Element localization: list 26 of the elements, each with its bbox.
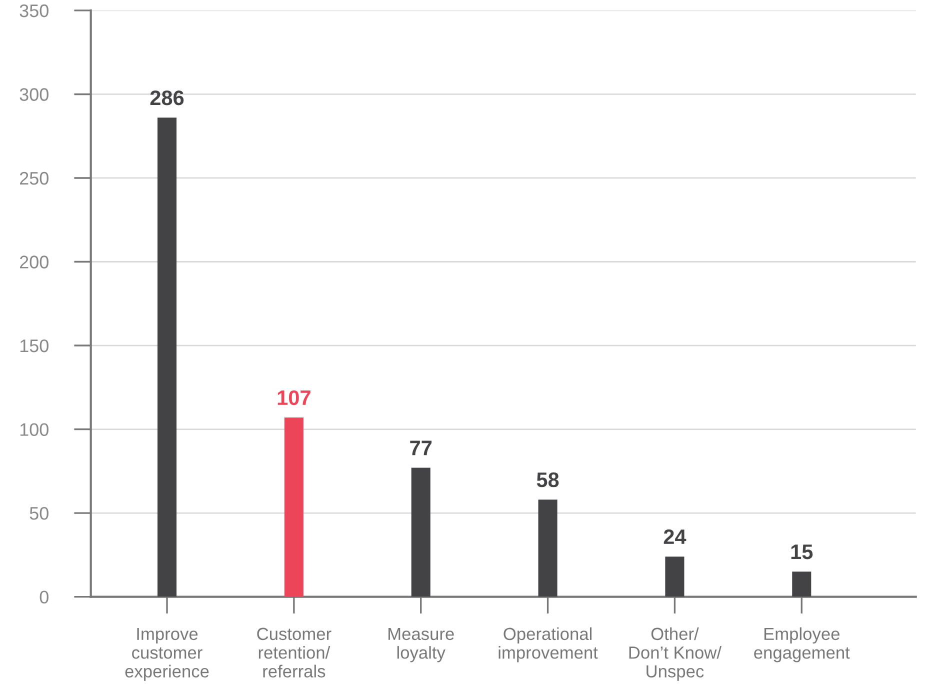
data-label: 24 <box>664 529 686 544</box>
data-label: 107 <box>278 390 310 406</box>
bar <box>411 468 430 597</box>
y-tick-label: 350 <box>20 4 48 18</box>
x-tick-label: Employee engagement <box>754 627 850 662</box>
bar <box>792 572 812 597</box>
y-tick-label: 300 <box>20 88 48 101</box>
y-tick-label: 50 <box>30 506 48 520</box>
bar <box>284 418 304 597</box>
data-label: 77 <box>410 440 432 456</box>
x-tick-label: Customer retention/ referrals <box>257 628 332 678</box>
x-tick-label: Other/ Don’t Know/ Unspec <box>629 627 722 681</box>
x-tick-label: Measure loyalty <box>388 628 454 662</box>
y-tick-label: 250 <box>20 172 48 185</box>
data-label: 58 <box>536 472 559 488</box>
y-tick-label: 100 <box>20 423 48 436</box>
data-label: 286 <box>150 90 184 106</box>
x-tick-label: Improve customer experience <box>125 628 209 681</box>
x-tick-label: Operational improvement <box>498 627 598 662</box>
bar <box>538 500 558 597</box>
y-tick-label: 200 <box>20 256 48 268</box>
bar <box>665 556 684 597</box>
y-tick-label: 150 <box>20 339 48 352</box>
y-tick-label: 0 <box>40 590 48 604</box>
data-label: 15 <box>791 544 813 560</box>
bar <box>157 118 177 597</box>
